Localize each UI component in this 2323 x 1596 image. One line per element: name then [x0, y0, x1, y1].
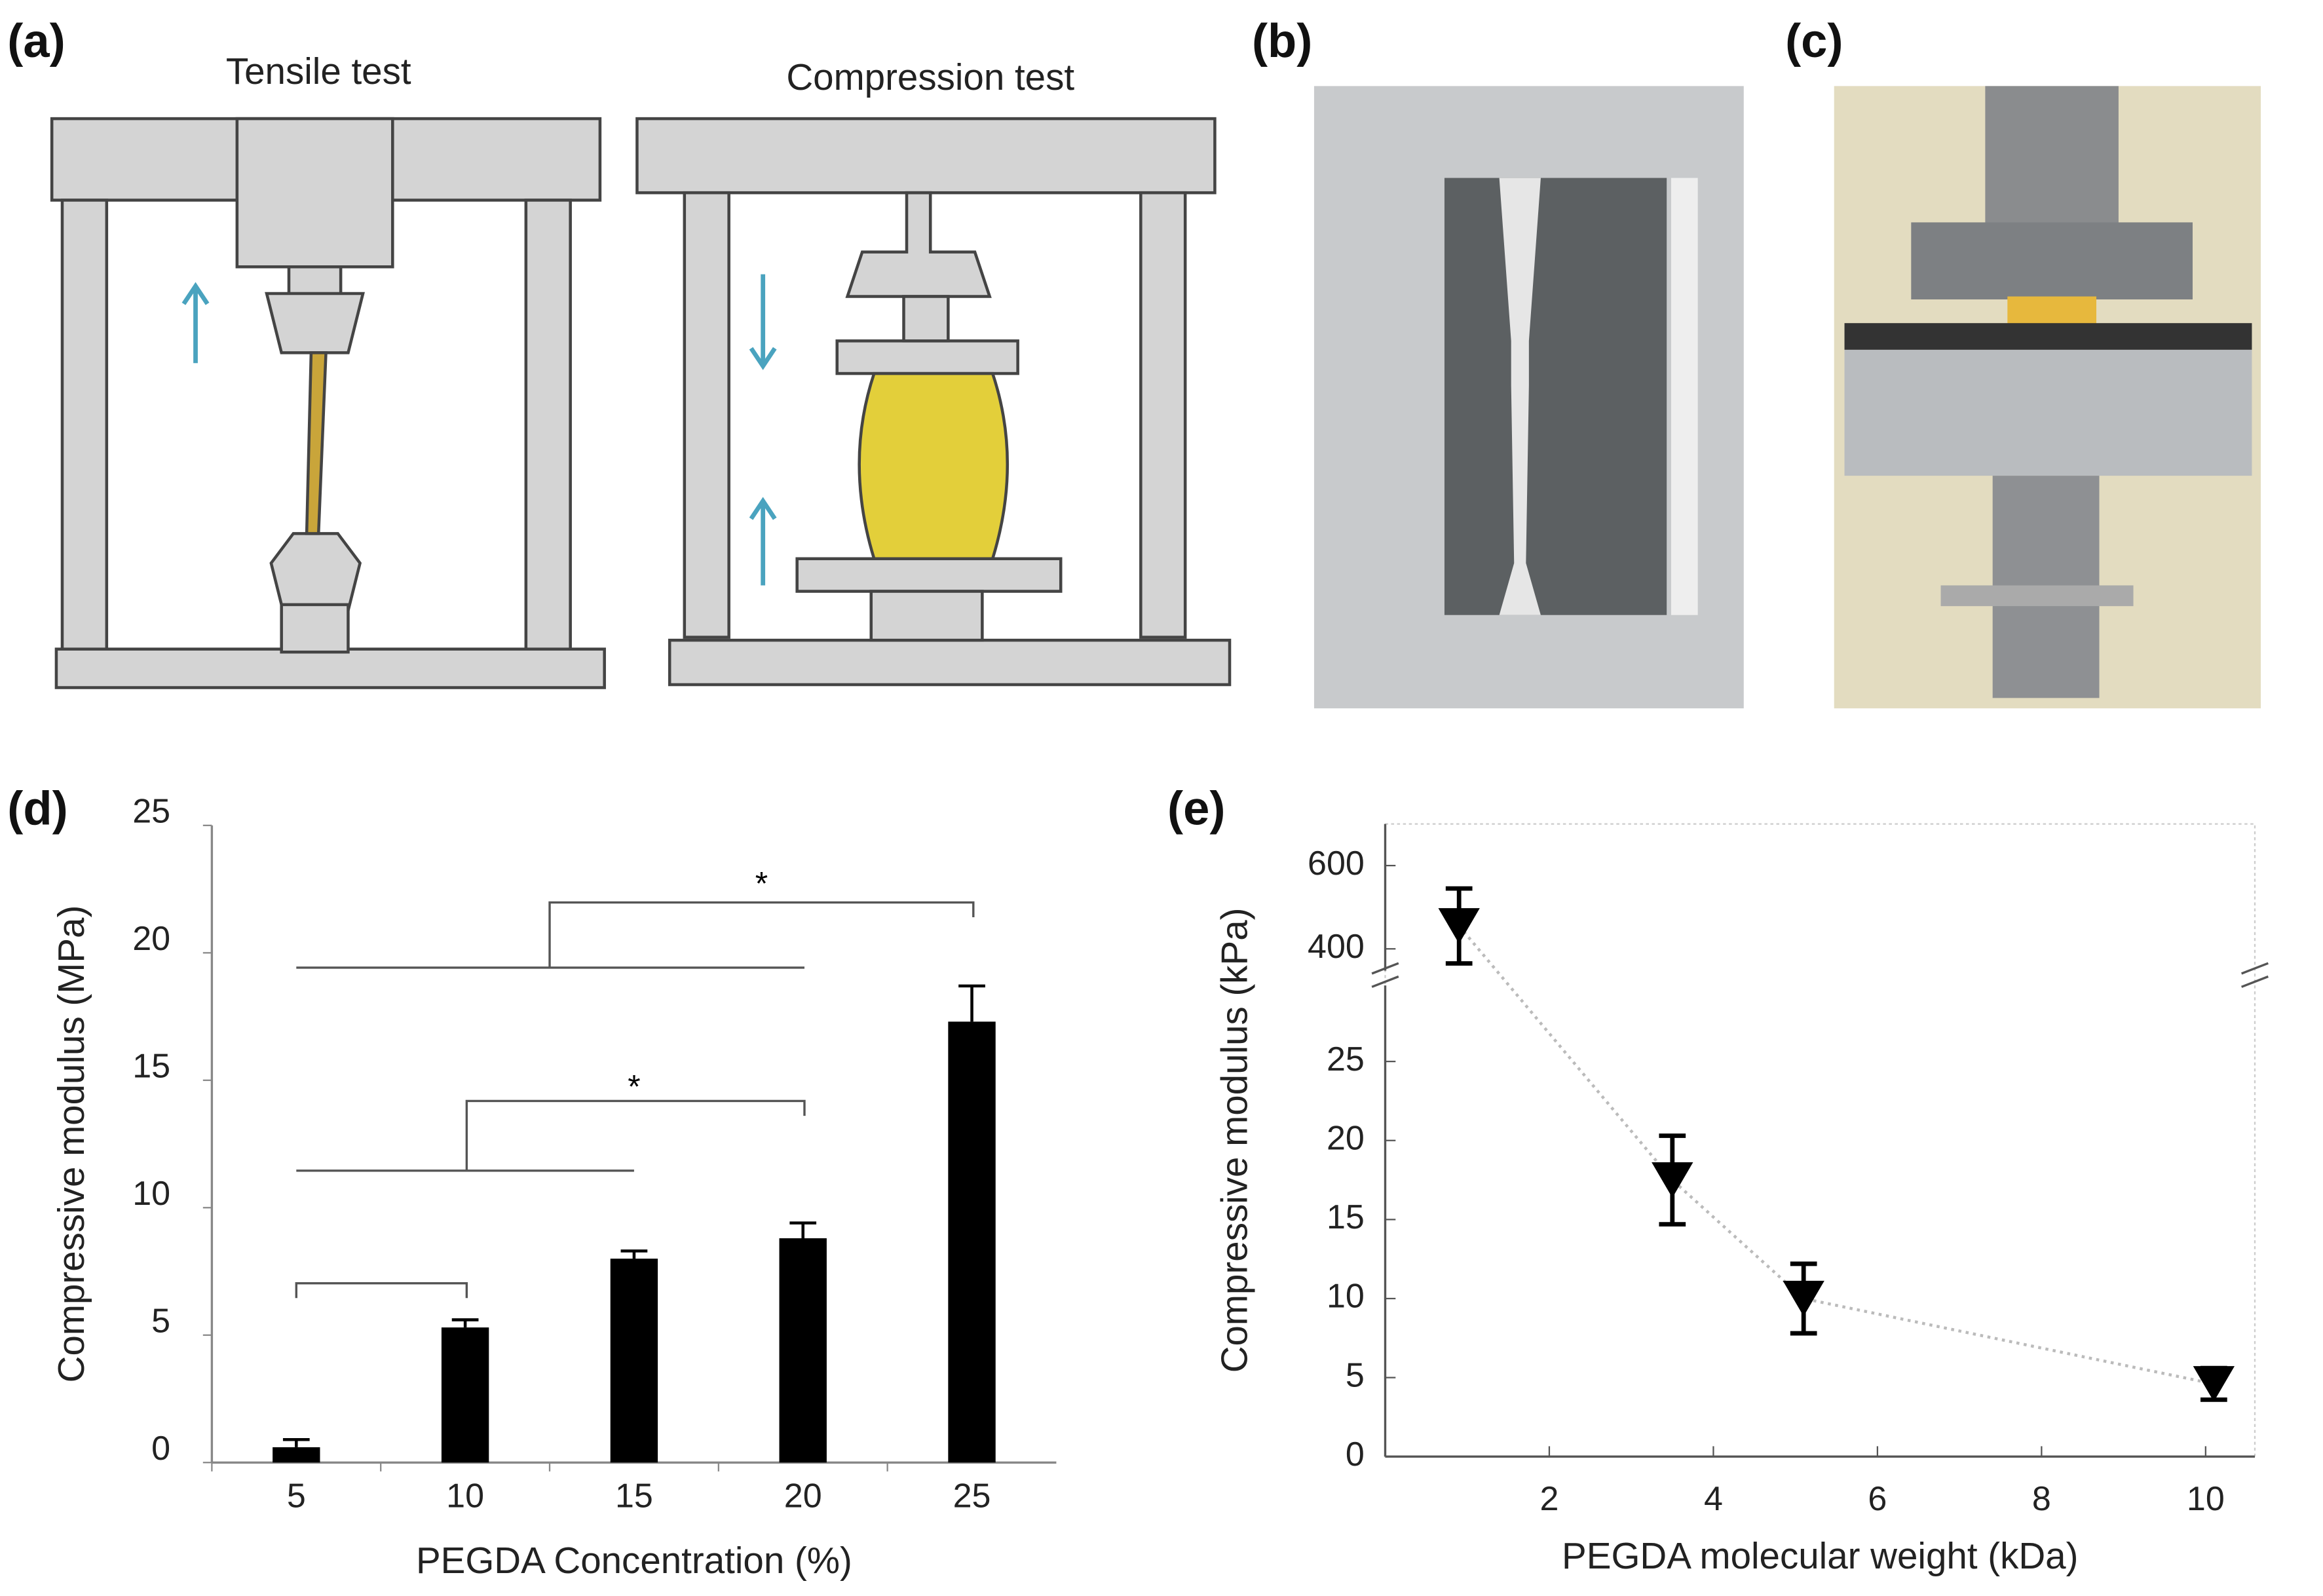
- panel-label: (b): [1252, 14, 1312, 67]
- x-tick-label: 15: [615, 1477, 653, 1515]
- y-tick-label: 0: [151, 1430, 170, 1468]
- x-axis-label: PEGDA molecular weight (kDa): [1562, 1535, 2078, 1576]
- bar: [441, 1327, 489, 1463]
- subtitle: Compression test: [786, 56, 1074, 98]
- y-tick-label: 25: [132, 792, 170, 830]
- x-tick-label: 10: [446, 1477, 484, 1515]
- y-tick-label: 15: [132, 1047, 170, 1085]
- significance-brackets: [295, 901, 975, 1299]
- error-bar: [789, 1221, 817, 1238]
- x-tick-label: 6: [1868, 1480, 1887, 1518]
- subtitle: Tensile test: [226, 50, 411, 92]
- y-axis-label: Compressive modulus (kPa): [1213, 907, 1255, 1373]
- y-tick-label: 5: [1346, 1356, 1365, 1394]
- panel-label: (e): [1167, 782, 1225, 835]
- trend-line: [1458, 924, 2214, 1386]
- x-tick-label: 8: [2032, 1480, 2051, 1518]
- marker: [2193, 1366, 2235, 1402]
- panel-label: (d): [7, 782, 67, 835]
- y-tick-label: 600: [1308, 845, 1365, 883]
- y-tick-label: 5: [151, 1302, 170, 1340]
- x-tick-label: 4: [1704, 1480, 1723, 1518]
- bar: [779, 1238, 827, 1463]
- x-tick-label: 10: [2187, 1480, 2225, 1518]
- axis-break: [1371, 962, 2269, 988]
- x-axis-label: PEGDA Concentration (%): [416, 1540, 852, 1581]
- y-tick-label: 400: [1308, 928, 1365, 966]
- marker: [1783, 1280, 1824, 1317]
- tensile-photo: [1313, 86, 1744, 709]
- y-tick-label: 25: [1327, 1040, 1365, 1078]
- bar: [948, 1021, 996, 1463]
- bar: [610, 1259, 658, 1463]
- error-bar: [620, 1249, 648, 1259]
- y-tick-label: 0: [1346, 1435, 1365, 1473]
- compression-photo: [1834, 86, 2261, 709]
- bar: [273, 1447, 320, 1463]
- marker: [1438, 908, 1480, 944]
- panel-label: (a): [7, 14, 65, 67]
- annotation: *: [628, 1069, 640, 1105]
- error-bar: [958, 984, 985, 1022]
- error-bar: [282, 1438, 310, 1447]
- x-tick-label: 25: [953, 1477, 991, 1515]
- error-bar: [451, 1318, 479, 1328]
- x-tick-label: 5: [287, 1477, 306, 1515]
- y-tick-label: 10: [1327, 1278, 1365, 1316]
- y-axis-label: Compressive modulus (MPa): [50, 905, 92, 1383]
- annotation: *: [755, 865, 768, 902]
- marker: [1652, 1162, 1693, 1198]
- y-tick-label: 20: [132, 920, 170, 958]
- x-tick-label: 20: [784, 1477, 822, 1515]
- plot-frame: [1384, 823, 2256, 1458]
- y-tick-label: 15: [1327, 1198, 1365, 1236]
- y-tick-label: 20: [1327, 1120, 1365, 1158]
- y-tick-label: 10: [132, 1175, 170, 1213]
- x-tick-label: 2: [1539, 1480, 1558, 1518]
- test-schematic: [50, 117, 1232, 689]
- panel-label: (c): [1785, 14, 1843, 67]
